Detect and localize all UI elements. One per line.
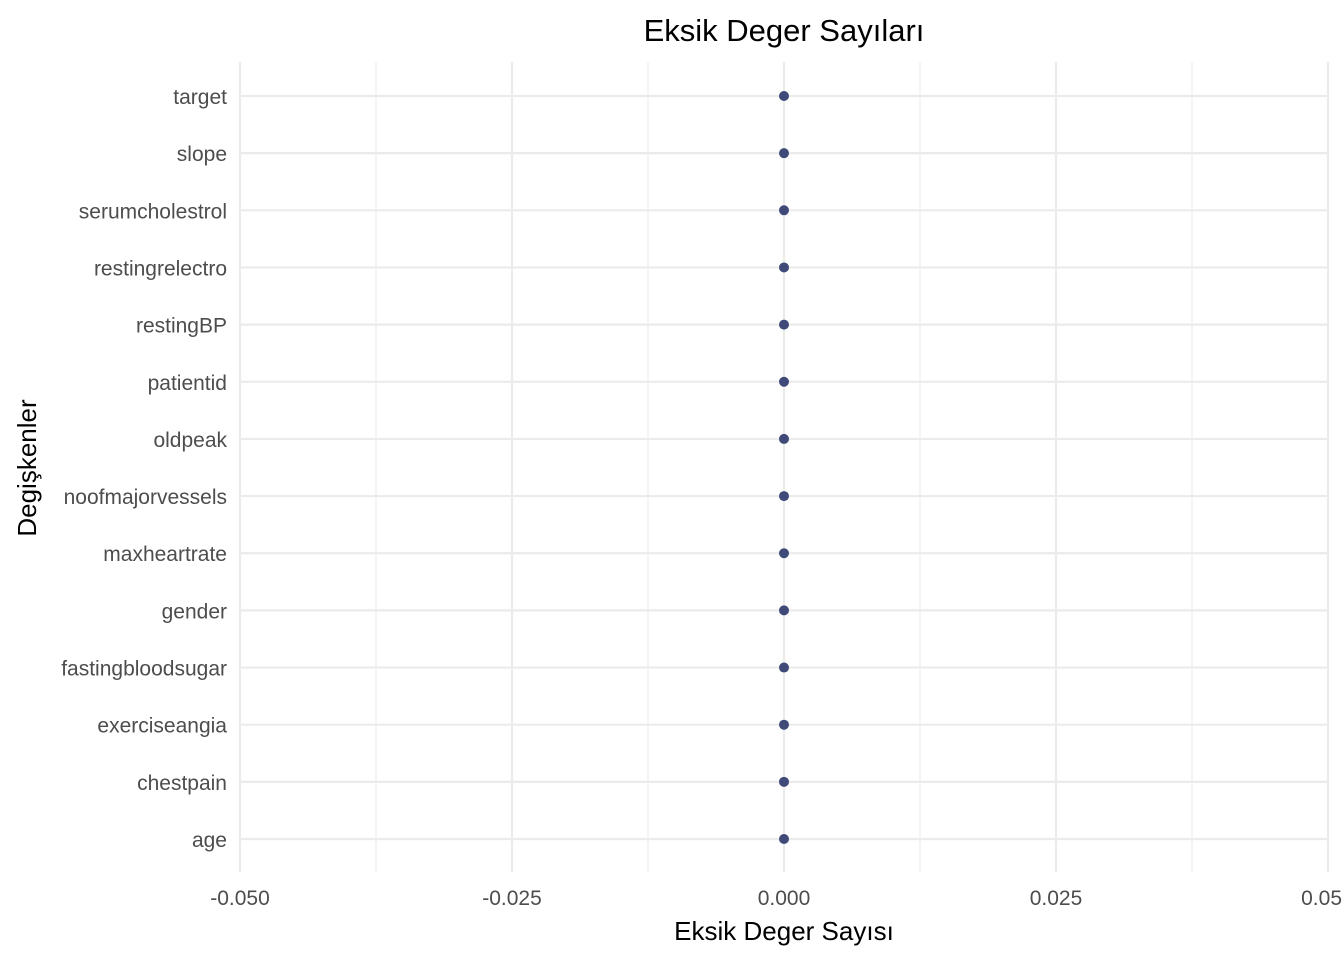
data-point-restingBP	[779, 319, 789, 330]
x-axis-title: Eksik Deger Sayısı	[674, 916, 894, 946]
y-tick-label: target	[173, 86, 227, 109]
grid	[238, 62, 1330, 872]
data-point-maxheartrate	[779, 548, 789, 559]
y-tick-label: gender	[162, 600, 227, 623]
data-point-chestpain	[779, 776, 789, 787]
x-tick-label: -0.025	[482, 887, 542, 910]
data-point-serumcholestrol	[779, 205, 789, 216]
chart-title: Eksik Deger Sayıları	[644, 13, 925, 48]
data-point-target	[779, 91, 789, 101]
y-tick-label: patientid	[148, 372, 227, 395]
y-tick-labels: target slope serumcholestrol restingrelectr…	[61, 86, 227, 852]
y-tick-label: exerciseangia	[97, 715, 227, 738]
data-point-restingrelectro	[779, 262, 789, 273]
y-tick-label: fastingbloodsugar	[61, 658, 227, 681]
x-tick-label: 0.05	[1301, 887, 1342, 910]
y-tick-label: oldpeak	[153, 429, 227, 452]
y-tick-label: chestpain	[137, 772, 227, 795]
data-point-oldpeak	[779, 433, 789, 444]
y-tick-label: noofmajorvessels	[64, 486, 227, 509]
y-tick-label: age	[192, 829, 227, 852]
data-point-noofmajorvessels	[779, 491, 789, 502]
y-axis-title: Degişkenler	[12, 399, 42, 537]
x-tick-label: 0.000	[758, 887, 811, 910]
data-points	[779, 91, 789, 844]
data-point-exerciseangia	[779, 719, 789, 730]
data-point-patientid	[779, 376, 789, 387]
y-tick-label: maxheartrate	[103, 543, 227, 566]
y-tick-label: serumcholestrol	[79, 200, 227, 223]
y-tick-label: restingBP	[136, 315, 227, 338]
x-tick-labels: -0.050 -0.025 0.000 0.025 0.05	[210, 887, 1342, 910]
y-tick-label: slope	[177, 143, 227, 166]
data-point-fastingbloodsugar	[779, 662, 789, 673]
x-tick-label: 0.025	[1030, 887, 1083, 910]
data-point-age	[779, 834, 789, 844]
data-point-gender	[779, 605, 789, 616]
data-point-slope	[779, 148, 789, 159]
x-tick-label: -0.050	[210, 887, 270, 910]
y-tick-label: restingrelectro	[94, 257, 227, 280]
